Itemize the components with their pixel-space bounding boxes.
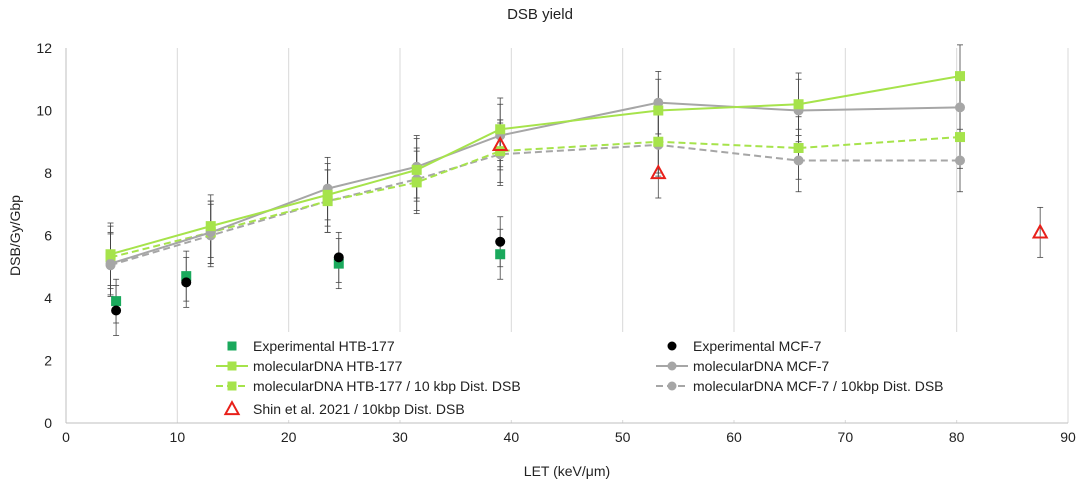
y-tick-label: 12	[36, 40, 52, 56]
data-point	[955, 132, 966, 143]
y-tick-label: 8	[44, 165, 52, 181]
legend: Experimental HTB-177 Experimental MCF-7 mo…	[216, 338, 944, 417]
legend-item: Experimental HTB-177	[227, 338, 395, 354]
x-tick-labels: 0 10 20 30 40 50 60 70 80 90	[62, 429, 1076, 445]
series-line	[110, 101, 961, 265]
legend-item: molecularDNA HTB-177	[216, 358, 403, 374]
data-point	[181, 277, 192, 288]
legend-item: Shin et al. 2021 / 10kbp Dist. DSB	[223, 400, 465, 417]
data-point	[322, 196, 333, 207]
data-point	[495, 236, 506, 247]
data-point	[793, 155, 804, 166]
legend-marker	[667, 381, 677, 391]
data-point	[793, 143, 804, 153]
data-point	[105, 258, 116, 269]
x-tick-label: 10	[170, 429, 186, 445]
data-point	[491, 135, 509, 152]
legend-marker	[667, 341, 677, 351]
x-tick-label: 70	[838, 429, 854, 445]
data-point	[653, 136, 664, 147]
data-point	[105, 249, 116, 260]
legend-item: Experimental MCF-7	[667, 338, 822, 354]
y-tick-label: 0	[44, 415, 52, 431]
data-point	[495, 146, 506, 157]
legend-box	[182, 332, 1062, 420]
x-tick-label: 90	[1060, 429, 1076, 445]
y-tick-label: 6	[44, 228, 52, 244]
data-point	[793, 99, 804, 110]
series-line	[110, 75, 961, 256]
data-point	[333, 258, 344, 269]
data-point	[181, 271, 192, 282]
data-point	[650, 164, 667, 180]
data-point	[495, 124, 506, 135]
chart-title: DSB yield	[507, 6, 573, 23]
x-tick-label: 30	[392, 429, 408, 445]
y-tick-label: 4	[44, 290, 52, 306]
x-axis-title: LET (keV/μm)	[524, 463, 610, 479]
data-point	[111, 305, 122, 316]
series-line	[110, 143, 961, 267]
series-6	[491, 135, 1049, 239]
series-5	[105, 139, 966, 271]
x-tick-label: 80	[949, 429, 965, 445]
y-tick-label: 2	[44, 353, 52, 369]
legend-marker	[223, 400, 241, 416]
legend-label: molecularDNA MCF-7 / 10kbp Dist. DSB	[693, 378, 944, 394]
legend-item: molecularDNA HTB-177 / 10 kbp Dist. DSB	[216, 378, 521, 394]
data-point	[322, 189, 333, 200]
series-2	[105, 71, 966, 260]
legend-marker	[227, 381, 237, 391]
x-tick-label: 60	[726, 429, 742, 445]
data-point	[955, 102, 966, 113]
data-point	[411, 177, 422, 188]
data-point	[205, 221, 216, 232]
data-point	[111, 296, 122, 307]
series-0	[111, 249, 506, 307]
legend-marker	[227, 341, 237, 351]
data-point	[333, 252, 344, 263]
legend-label: molecularDNA HTB-177 / 10 kbp Dist. DSB	[253, 378, 521, 394]
data-point	[1031, 223, 1049, 239]
data-point	[955, 155, 966, 166]
legend-label: Shin et al. 2021 / 10kbp Dist. DSB	[253, 401, 465, 417]
y-tick-label: 10	[36, 103, 52, 119]
data-point	[411, 164, 422, 175]
x-tick-label: 40	[504, 429, 520, 445]
x-tick-label: 50	[615, 429, 631, 445]
legend-marker	[227, 361, 237, 371]
legend-label: molecularDNA HTB-177	[253, 358, 403, 374]
legend-item: molecularDNA MCF-7	[656, 358, 829, 374]
data-point	[653, 105, 664, 116]
data-point	[495, 249, 506, 260]
y-axis-title: DSB/Gy/Gbp	[7, 195, 23, 276]
x-tick-label: 20	[281, 429, 297, 445]
series-3	[105, 97, 966, 269]
series-1	[111, 236, 506, 316]
legend-label: Experimental HTB-177	[253, 338, 395, 354]
legend-label: Experimental MCF-7	[693, 338, 822, 354]
x-tick-label: 0	[62, 429, 70, 445]
legend-item: molecularDNA MCF-7 / 10kbp Dist. DSB	[656, 378, 944, 394]
error-bars	[107, 44, 1044, 336]
data-point	[955, 71, 966, 82]
y-tick-labels: 0 2 4 6 8 10 12	[36, 40, 52, 431]
legend-label: molecularDNA MCF-7	[693, 358, 829, 374]
data-point	[653, 97, 664, 108]
legend-marker	[667, 361, 677, 371]
series-line	[110, 136, 961, 259]
